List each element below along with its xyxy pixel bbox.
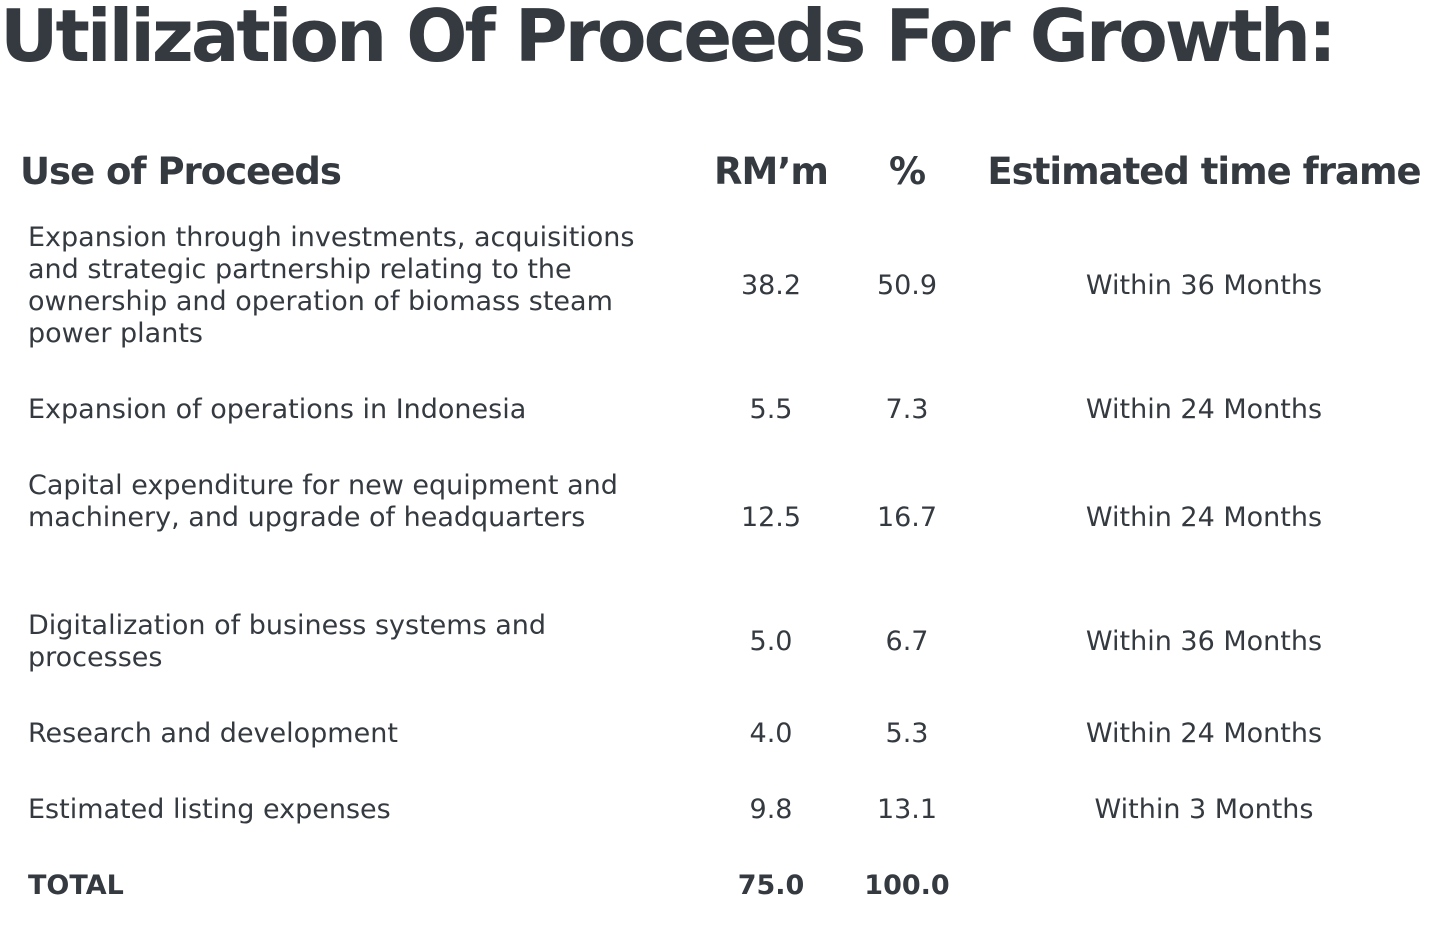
use-of-proceeds-cell: Expansion of operations in Indonesia — [28, 394, 527, 425]
rm-value-cell: 12.5 — [740, 502, 802, 533]
time-frame-cell: Within 36 Months — [1085, 270, 1323, 301]
column-header-use-of-proceeds: Use of Proceeds — [20, 150, 342, 193]
rm-value-cell: 5.5 — [749, 394, 793, 425]
percent-value-cell: 7.3 — [885, 394, 929, 425]
use-of-proceeds-cell: Capital expenditure for new equipment an… — [28, 470, 618, 533]
use-of-proceeds-cell: Digitalization of business systems and p… — [28, 610, 547, 673]
use-of-proceeds-cell: Expansion through investments, acquisiti… — [28, 222, 635, 349]
percent-value-cell: 13.1 — [876, 794, 938, 825]
percent-value-cell: 16.7 — [876, 502, 938, 533]
use-of-proceeds-cell: Research and development — [28, 718, 398, 749]
time-frame-cell: Within 36 Months — [1085, 626, 1323, 657]
time-frame-cell: Within 24 Months — [1085, 718, 1323, 749]
page-title: Utilization Of Proceeds For Growth: — [0, 0, 1337, 78]
percent-value-cell: 5.3 — [885, 718, 929, 749]
column-header-rm-million: RM’m — [714, 150, 829, 193]
time-frame-cell: Within 3 Months — [1094, 794, 1314, 825]
column-header-time-frame: Estimated time frame — [987, 150, 1421, 193]
column-header-percent: % — [888, 150, 926, 193]
percent-value-cell: 6.7 — [885, 626, 929, 657]
time-frame-cell: Within 24 Months — [1085, 502, 1323, 533]
rm-value-cell: 9.8 — [749, 794, 793, 825]
rm-value-cell: 5.0 — [749, 626, 793, 657]
rm-value-cell: 38.2 — [740, 270, 802, 301]
total-rm-value: 75.0 — [737, 870, 805, 901]
percent-value-cell: 50.9 — [876, 270, 938, 301]
time-frame-cell: Within 24 Months — [1085, 394, 1323, 425]
total-percent-value: 100.0 — [864, 870, 950, 901]
total-label: TOTAL — [28, 870, 124, 901]
use-of-proceeds-cell: Estimated listing expenses — [28, 794, 391, 825]
rm-value-cell: 4.0 — [749, 718, 793, 749]
